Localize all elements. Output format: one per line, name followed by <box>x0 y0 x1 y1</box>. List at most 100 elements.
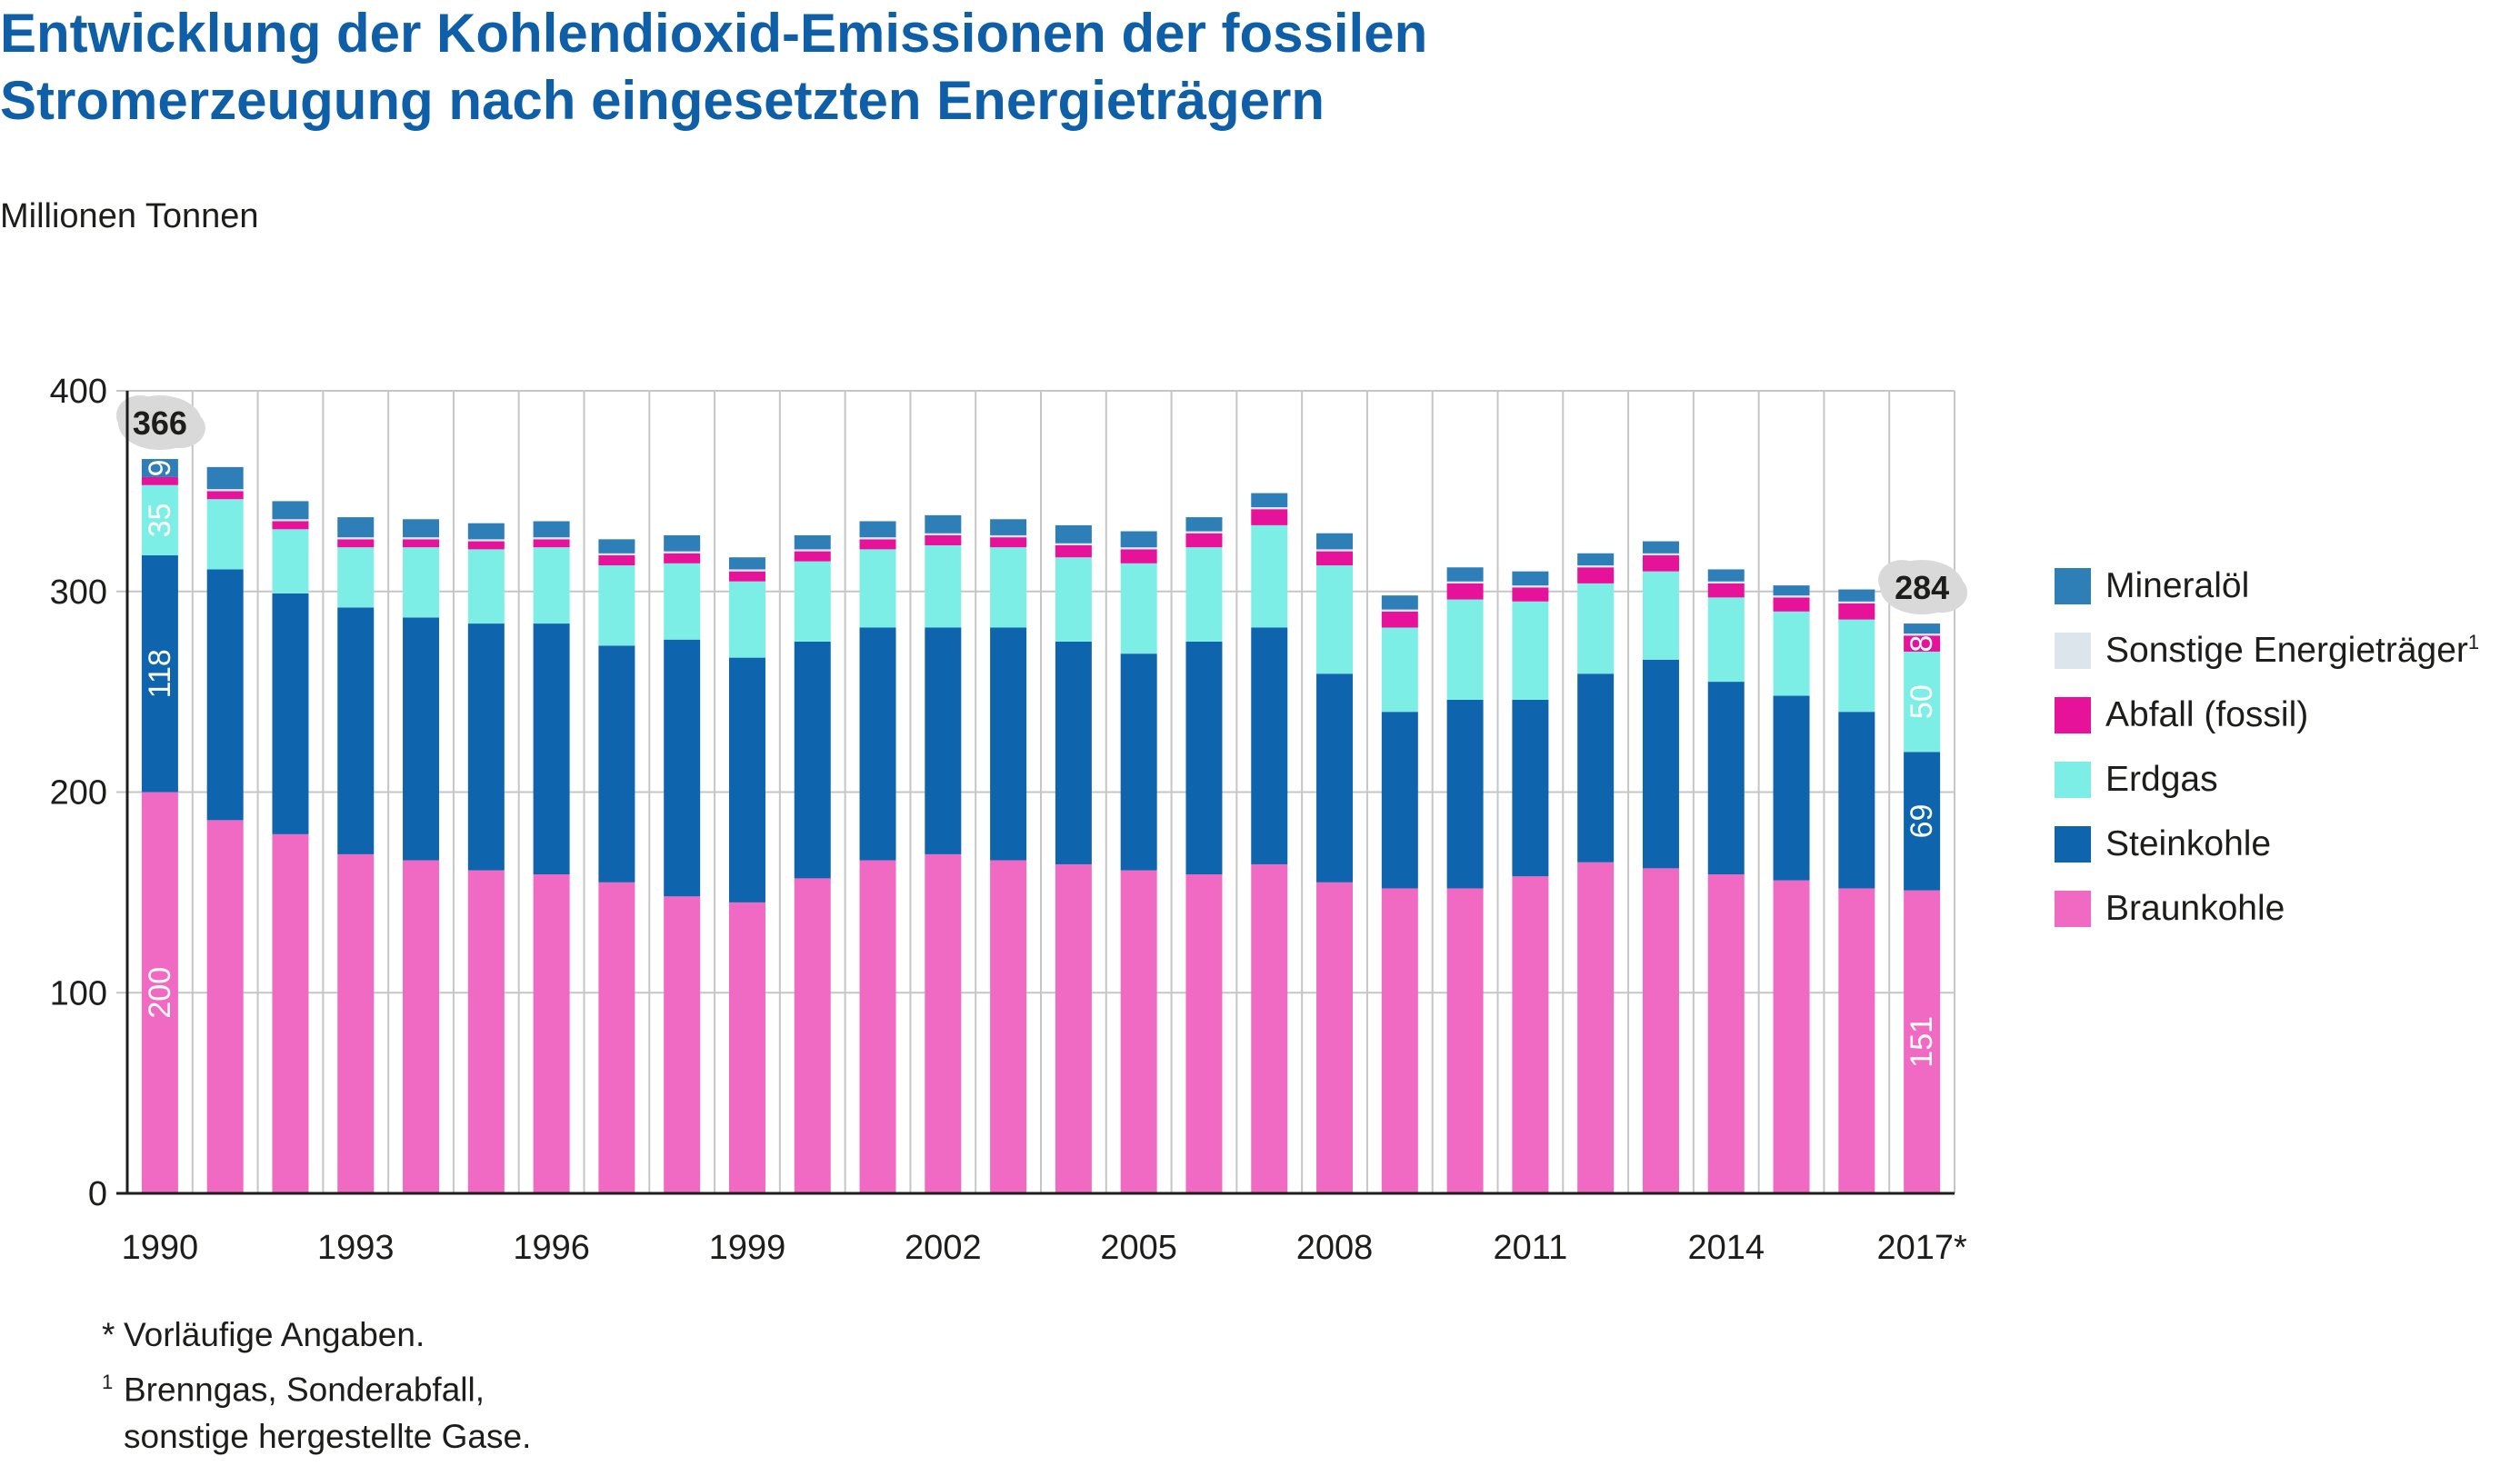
bar-segment-steinkohle <box>1512 699 1549 877</box>
footnote-preliminary: * Vorläufige Angaben. <box>102 1311 531 1359</box>
bar-segment-braunkohle <box>272 833 309 1193</box>
bar-segment-sonstige-energieträger <box>533 537 570 540</box>
data-label-abfall-fossil: 8 <box>1905 635 1939 653</box>
bar-segment-steinkohle <box>1904 752 1941 891</box>
data-label-erdgas: 50 <box>1905 684 1939 719</box>
x-tick-label: 2002 <box>905 1229 982 1267</box>
bar-segment-abfall-fossil <box>728 571 765 582</box>
bar-segment-abfall-fossil <box>1251 509 1288 525</box>
bar-segment-abfall-fossil <box>1316 551 1354 566</box>
bar-segment-mineralöl <box>272 501 309 520</box>
bar-segment-steinkohle <box>467 623 505 871</box>
bar-stack-2017 <box>1904 623 1941 1193</box>
bar-segment-sonstige-energieträger <box>1446 581 1484 583</box>
bar-segment-mineralöl <box>598 539 635 553</box>
bar-segment-mineralöl <box>1904 623 1941 634</box>
bar-stack-2006 <box>1185 517 1223 1193</box>
bar-segment-abfall-fossil <box>859 539 896 550</box>
bar-segment-sonstige-energieträger <box>403 537 440 540</box>
bar-segment-mineralöl <box>794 534 831 550</box>
total-callout-bubble-lobe <box>1916 573 1968 613</box>
bar-segment-sonstige-energieträger <box>728 569 765 572</box>
bar-stack-1994 <box>403 519 440 1193</box>
bar-segment-steinkohle <box>1707 682 1745 875</box>
bar-segment-mineralöl <box>141 459 178 477</box>
bar-segment-abfall-fossil <box>1120 549 1157 563</box>
legend-label: Erdgas <box>2105 760 2218 799</box>
bar-segment-mineralöl <box>1773 585 1810 596</box>
legend-item-erdgas: Erdgas <box>2055 755 2479 804</box>
y-tick-label: 0 <box>88 1175 107 1213</box>
stacked-bar-chart: 200 118 35 9 151 69 50 8 366 284 0 100 200 300 400 199… <box>50 373 1968 1267</box>
bar-segment-braunkohle <box>925 853 962 1193</box>
bar-segment-abfall-fossil <box>925 534 962 545</box>
bar-segment-mineralöl <box>1446 567 1484 582</box>
bar-segment-mineralöl <box>1185 517 1223 532</box>
bar-segment-braunkohle <box>467 870 505 1193</box>
bar-segment-erdgas <box>1316 565 1354 674</box>
bar-segment-abfall-fossil <box>1707 583 1745 598</box>
bar-segment-abfall-fossil <box>598 555 635 566</box>
x-tick-label: 2005 <box>1100 1229 1177 1267</box>
data-label-steinkohle: 69 <box>1905 804 1939 839</box>
x-tick-label: 1993 <box>317 1229 395 1267</box>
data-label-braunkohle: 200 <box>143 967 177 1019</box>
bar-stack-2009 <box>1381 595 1418 1193</box>
x-tick-label: 2008 <box>1296 1229 1374 1267</box>
bar-segment-erdgas <box>533 547 570 624</box>
bar-segment-braunkohle <box>1120 870 1157 1193</box>
bar-stack-2016 <box>1838 589 1875 1193</box>
bar-segment-mineralöl <box>1316 533 1354 550</box>
chart-title-line-2: Stromerzeugung nach eingesetzten Energie… <box>0 70 1325 131</box>
bar-segment-abfall-fossil <box>664 553 701 563</box>
bar-segment-erdgas <box>1838 619 1875 713</box>
footnote-other-carriers-line-1: Brenngas, Sonderabfall, <box>124 1371 485 1409</box>
bar-stack-1998 <box>664 534 701 1193</box>
bar-segment-sonstige-energieträger <box>467 539 505 542</box>
bar-segment-mineralöl <box>206 466 244 490</box>
footnote-other-carriers-line-2: sonstige hergestellte Gase. <box>124 1418 532 1456</box>
x-tick-label: 2014 <box>1687 1229 1765 1267</box>
y-tick-label: 300 <box>50 573 107 612</box>
bar-stack-2011 <box>1512 571 1549 1193</box>
bar-stack-2007 <box>1251 493 1288 1193</box>
bar-segment-steinkohle <box>533 623 570 875</box>
data-label-erdgas: 35 <box>143 503 177 537</box>
bar-segment-abfall-fossil <box>1381 611 1418 628</box>
bar-segment-mineralöl <box>1120 531 1157 548</box>
bar-segment-steinkohle <box>1185 641 1223 875</box>
bar-stack-2008 <box>1316 533 1354 1193</box>
bar-segment-steinkohle <box>990 627 1027 861</box>
bar-segment-sonstige-energieträger <box>598 553 635 556</box>
bar-segment-mineralöl <box>664 534 701 552</box>
bar-segment-erdgas <box>1251 524 1288 628</box>
bar-segment-sonstige-energieträger <box>1120 547 1157 550</box>
bar-segment-erdgas <box>1773 611 1810 696</box>
bar-segment-steinkohle <box>272 593 309 834</box>
bar-segment-steinkohle <box>1120 653 1157 871</box>
data-label-steinkohle: 118 <box>143 649 177 698</box>
bar-stack-2000 <box>794 534 831 1193</box>
bar-stack-1995 <box>467 523 505 1193</box>
bar-segment-steinkohle <box>1381 712 1418 889</box>
bar-segment-erdgas <box>859 549 896 628</box>
footnote-asterisk-mark: * <box>102 1316 115 1353</box>
x-tick-label: 1999 <box>709 1229 786 1267</box>
total-callout: 284 <box>1878 560 1968 615</box>
bar-segment-erdgas <box>1446 599 1484 700</box>
bar-stack-2003 <box>990 519 1027 1193</box>
bar-stack-1996 <box>533 521 570 1193</box>
bar-segment-sonstige-energieträger <box>1773 595 1810 598</box>
bar-segment-mineralöl <box>990 519 1027 535</box>
bar-segment-braunkohle <box>1512 876 1549 1193</box>
bar-stack-2014 <box>1707 569 1745 1193</box>
bar-segment-braunkohle <box>1838 888 1875 1193</box>
bar-segment-steinkohle <box>794 641 831 879</box>
bar-segment-steinkohle <box>598 645 635 883</box>
bar-segment-abfall-fossil <box>403 539 440 548</box>
bar-segment-erdgas <box>1185 547 1223 642</box>
bar-segment-erdgas <box>1381 627 1418 713</box>
bar-segment-abfall-fossil <box>1642 555 1679 572</box>
bar-segment-braunkohle <box>403 860 440 1193</box>
legend-swatch <box>2055 826 2091 863</box>
